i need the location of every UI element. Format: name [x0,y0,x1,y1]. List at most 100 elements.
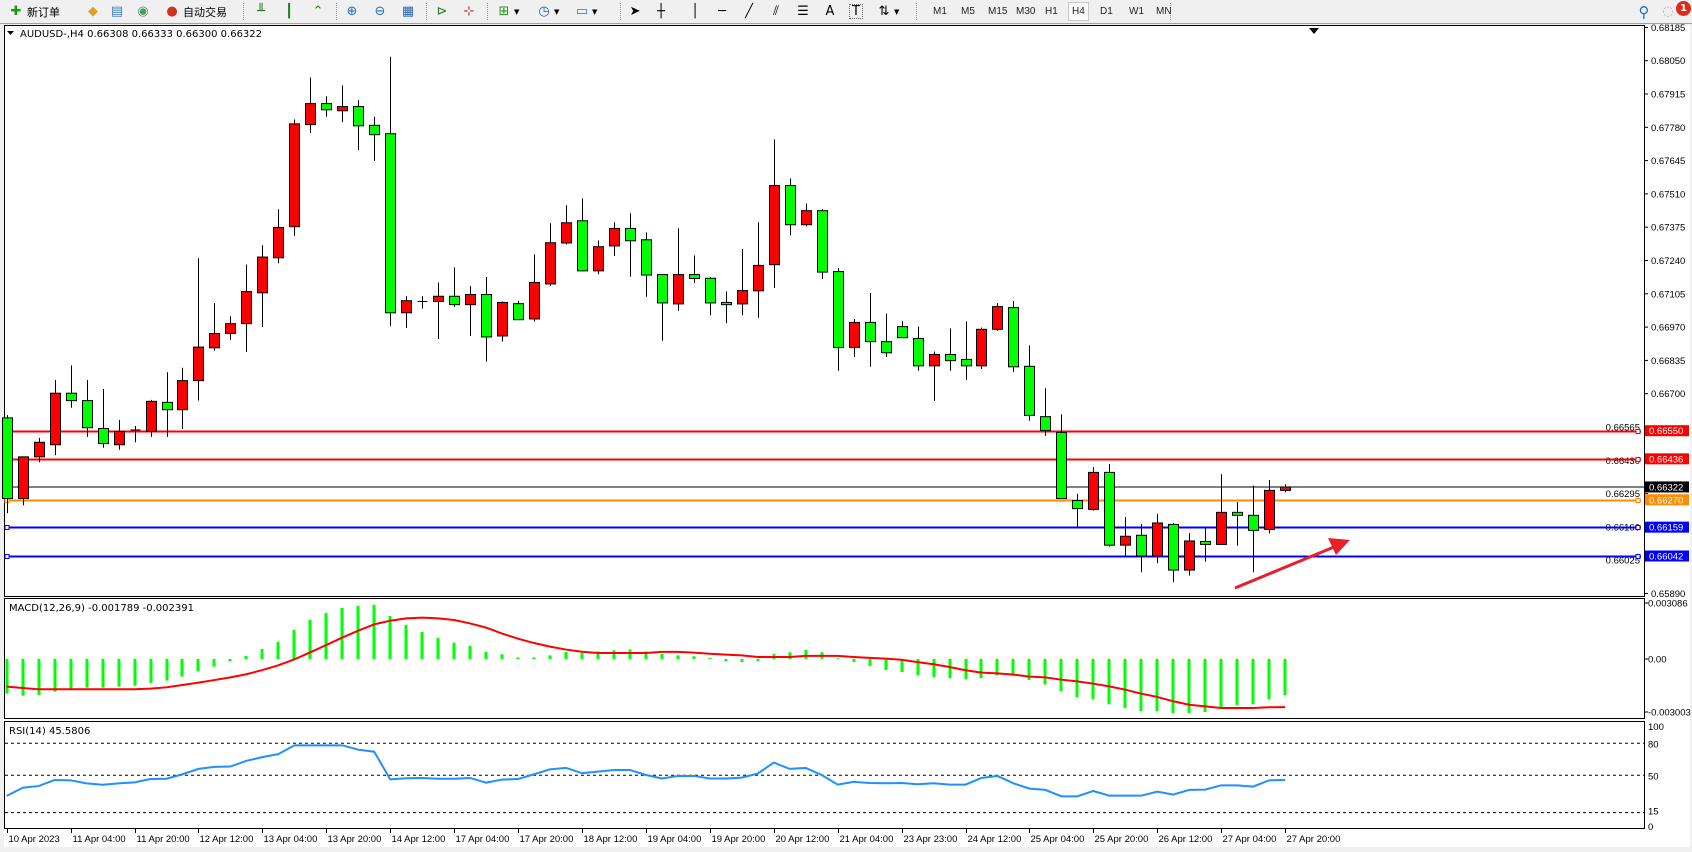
time-axis-label: 19 Apr 04:00 [648,834,702,845]
chart-shift-marker-icon[interactable] [1309,28,1319,34]
status-strip [0,847,1692,852]
rsi-panel[interactable]: 100 80 50 15 0 [4,721,1664,834]
timeframe-m1[interactable]: M1 [933,6,947,17]
level-handle-right[interactable] [1635,525,1641,530]
level-handle-left[interactable] [4,525,10,530]
price-level-label: 0.66159 [1649,523,1683,534]
horizontal-line-button[interactable]: ─ [714,2,730,21]
macd-histogram-bar [948,659,952,679]
time-axis-label: 19 Apr 20:00 [712,834,766,845]
line-chart-button[interactable]: ⌃ [310,2,326,21]
arrows-button[interactable]: ⇅ ▼ [876,2,900,21]
templates-button[interactable]: ▭ ▼ [574,2,598,21]
main-chart-panel[interactable]: 0.68185 0.68050 0.67915 0.67780 0.67645 0.675… [2,23,1690,600]
candle [865,293,876,367]
channel-button[interactable]: ⫽ [768,2,784,21]
macd-histogram-bar [500,654,504,659]
label-tool-button[interactable]: A [822,2,838,21]
indicators-button[interactable]: ⊞ ▼ [496,2,520,21]
candle [961,321,972,380]
timeframe-mn[interactable]: MN [1156,6,1172,17]
candle-body [785,185,796,226]
candle-body [1184,540,1195,571]
candle [513,300,524,321]
fibonacci-button[interactable]: ☰ [795,2,811,21]
cursor-button[interactable]: ➤ [627,2,643,21]
candle-body [641,239,652,276]
zoom-out-button[interactable]: ⊖ [372,2,388,21]
macd-histogram-bar [804,649,808,659]
price-level-label: 0.66270 [1649,495,1683,506]
timeframe-h4[interactable]: H4 [1068,2,1089,21]
candle [2,415,13,514]
annotation-arrow-head-icon[interactable] [1328,538,1350,555]
data-window-button[interactable]: ▤ [109,2,125,21]
price-level-label: 0.66042 [1649,552,1683,563]
macd-histogram-bar [1123,659,1127,709]
timeframe-m5[interactable]: M5 [961,6,975,17]
candle [257,245,268,328]
autoscroll-button[interactable]: ⊳ [434,2,450,21]
macd-histogram-bar [564,651,568,659]
candle [529,254,540,322]
timeframe-h1[interactable]: H1 [1045,6,1058,17]
candle [753,222,764,318]
annotation-arrow-shaft[interactable] [1234,545,1335,590]
candle [785,178,796,236]
notifications-button[interactable]: ◌ [1660,2,1676,21]
rsi-axis-label: 50 [1648,771,1659,782]
macd-signal-line [6,616,1286,710]
price-axis-label: 0.66565 [1606,422,1640,433]
text-tool-button[interactable]: T [849,2,863,21]
auto-trading-button[interactable]: ● 自动交易 [164,2,227,21]
horizontal-line-icon: ─ [718,3,726,19]
rsi-title: RSI(14) 45.5806 [9,726,90,737]
candle [897,321,908,339]
zoom-in-icon: ⊕ [346,3,358,19]
collapse-triangle-icon[interactable] [7,31,14,35]
periods-button[interactable]: ◷ ▼ [536,2,559,21]
crosshair-button[interactable]: ┼ [653,2,669,21]
macd-histogram-bar [1267,659,1271,700]
signals-button[interactable]: ◉ [135,2,151,21]
search-icon: ⚲ [1638,2,1650,21]
macd-histogram-bar [868,659,872,667]
tile-windows-button[interactable]: ▦ [400,2,416,21]
candle-body [1056,431,1067,500]
timeframe-m15[interactable]: M15 [988,6,1008,17]
candle-body [209,333,220,349]
price-axis-label: 0.67375 [1651,223,1685,234]
macd-histogram-bar [1059,659,1063,692]
price-level-label-bg [1645,521,1689,533]
macd-histogram-bar [228,659,232,662]
macd-histogram-bar [580,653,584,659]
market-watch-button[interactable]: ◆ [85,2,101,21]
candle-body [1168,523,1179,571]
search-button[interactable]: ⚲ [1636,2,1652,21]
bar-chart-button[interactable]: ╨ [253,2,269,21]
candlestick-button[interactable]: ┃ [281,2,297,21]
new-order-button[interactable]: ✚ 新订单 [8,2,60,21]
zoom-in-button[interactable]: ⊕ [344,2,360,21]
level-handle-right[interactable] [1635,498,1641,503]
candle-body [1280,486,1291,491]
chart-shift-button[interactable]: ⊹ [461,2,477,21]
candle-body [992,306,1003,330]
macd-panel[interactable]: 0.003086 0.00 -0.003003 [4,598,1691,719]
timeframe-m30[interactable]: M30 [1016,6,1036,17]
vertical-line-button[interactable]: │ [687,2,703,21]
separator [487,3,489,20]
level-handle-right[interactable] [1635,457,1641,462]
level-handle-right[interactable] [1635,554,1641,559]
timeframe-w1[interactable]: W1 [1129,6,1144,17]
trendline-button[interactable]: ╱ [741,2,757,21]
timeframe-d1[interactable]: D1 [1100,6,1113,17]
price-axis-label: 0.66025 [1606,556,1640,567]
macd-histogram-bar [436,637,440,659]
candle [465,286,476,336]
level-handle-left[interactable] [4,554,10,559]
candle [481,277,492,362]
macd-histogram-bar [1283,659,1287,696]
level-handle-right[interactable] [1635,429,1641,434]
